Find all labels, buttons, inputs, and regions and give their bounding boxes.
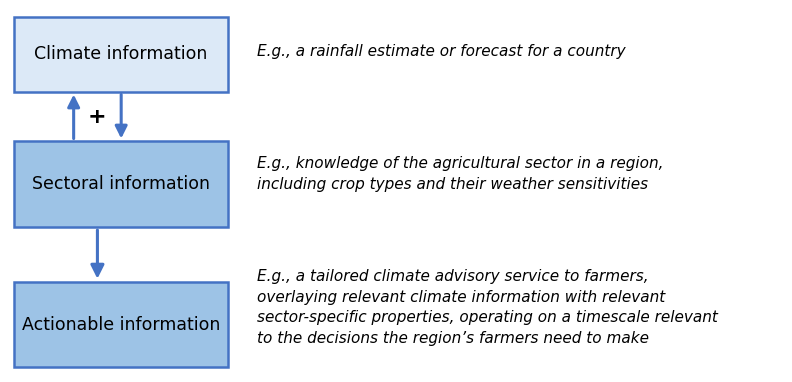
FancyBboxPatch shape: [14, 141, 228, 227]
Text: E.g., a tailored climate advisory service to farmers,
overlaying relevant climat: E.g., a tailored climate advisory servic…: [257, 269, 718, 346]
Text: +: +: [88, 107, 107, 126]
FancyBboxPatch shape: [14, 17, 228, 92]
Text: Sectoral information: Sectoral information: [32, 175, 210, 193]
FancyBboxPatch shape: [14, 282, 228, 367]
Text: Actionable information: Actionable information: [22, 316, 220, 333]
Text: Climate information: Climate information: [35, 45, 208, 63]
Text: E.g., a rainfall estimate or forecast for a country: E.g., a rainfall estimate or forecast fo…: [257, 44, 626, 59]
Text: E.g., knowledge of the agricultural sector in a region,
including crop types and: E.g., knowledge of the agricultural sect…: [257, 156, 664, 191]
